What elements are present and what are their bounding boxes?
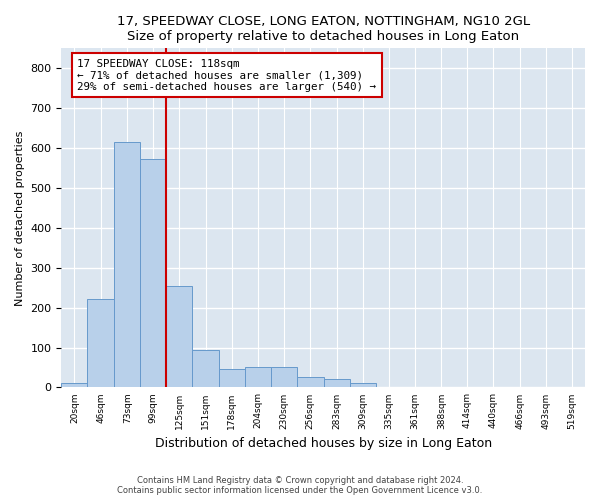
Bar: [61, 384, 88, 388]
Bar: [192, 350, 219, 388]
Bar: [88, 299, 114, 388]
Bar: [140, 159, 166, 388]
Bar: [245, 368, 271, 388]
Bar: [219, 370, 245, 388]
Bar: [166, 286, 192, 388]
Bar: [271, 368, 297, 388]
X-axis label: Distribution of detached houses by size in Long Eaton: Distribution of detached houses by size …: [155, 437, 492, 450]
Bar: [297, 378, 324, 388]
Bar: [114, 142, 140, 388]
Title: 17, SPEEDWAY CLOSE, LONG EATON, NOTTINGHAM, NG10 2GL
Size of property relative t: 17, SPEEDWAY CLOSE, LONG EATON, NOTTINGH…: [116, 15, 530, 43]
Y-axis label: Number of detached properties: Number of detached properties: [15, 130, 25, 306]
Text: Contains HM Land Registry data © Crown copyright and database right 2024.
Contai: Contains HM Land Registry data © Crown c…: [118, 476, 482, 495]
Text: 17 SPEEDWAY CLOSE: 118sqm
← 71% of detached houses are smaller (1,309)
29% of se: 17 SPEEDWAY CLOSE: 118sqm ← 71% of detac…: [77, 58, 376, 92]
Bar: [324, 380, 350, 388]
Bar: [350, 384, 376, 388]
